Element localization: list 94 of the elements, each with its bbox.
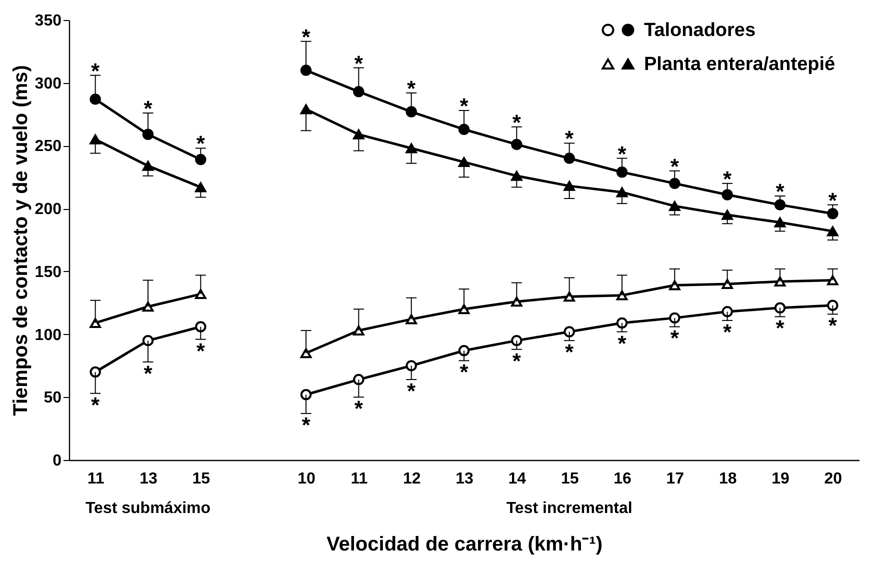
data-label: *: [302, 412, 311, 438]
point: [774, 217, 786, 228]
point: [511, 170, 522, 181]
x-tick-label: 18: [718, 470, 737, 488]
text: Test submáximo: [85, 500, 211, 517]
data-label: *: [407, 378, 416, 404]
data-label: *: [302, 24, 311, 50]
data-label: *: [828, 313, 838, 338]
point: [616, 317, 628, 329]
point: [353, 326, 364, 336]
data-label: *: [828, 188, 838, 213]
point: [722, 306, 733, 318]
point: [353, 86, 364, 98]
point: [564, 180, 575, 191]
x-tick-label: 13: [456, 470, 474, 488]
y-tick-label: 150: [34, 264, 62, 281]
point: [300, 64, 312, 76]
point: [511, 138, 522, 150]
point: [827, 275, 838, 286]
legend-label: Planta entera/antepié: [644, 54, 836, 75]
data-label: *: [460, 94, 469, 119]
point: [774, 199, 786, 210]
data-label: *: [196, 338, 206, 364]
x-axis-title: Velocidad de carrera (km·h⁻¹): [326, 534, 602, 556]
point: [406, 314, 417, 324]
y-tick-label: 50: [44, 390, 62, 407]
point: [774, 302, 786, 314]
data-label: *: [407, 76, 416, 101]
data-label: *: [565, 126, 574, 152]
point: [722, 279, 733, 289]
point: [458, 157, 470, 168]
point: [353, 129, 364, 140]
x-tick-label: 10: [298, 470, 316, 488]
y-axis-title: Tiempos de contacto y de vuelo (ms): [10, 65, 32, 416]
data-label: *: [144, 96, 153, 122]
data-label: *: [723, 319, 732, 344]
point: [300, 104, 312, 114]
point: [511, 334, 522, 346]
x-tick-label: 19: [772, 470, 790, 488]
y-tick-label: 350: [34, 12, 62, 30]
data-label: *: [460, 360, 469, 385]
data-label: *: [565, 340, 574, 365]
data-label: *: [670, 154, 680, 179]
y-tick-label: 100: [34, 326, 62, 344]
y-tick-label: 300: [34, 75, 62, 92]
legend-label: Talonadores: [644, 20, 756, 41]
point: [722, 189, 733, 200]
data-label: *: [618, 330, 627, 356]
data-label: *: [670, 326, 680, 351]
data-label: *: [196, 131, 206, 156]
x-tick-label: 14: [508, 470, 526, 488]
data-label: *: [91, 392, 100, 418]
x-tick-label: 17: [666, 470, 684, 488]
point: [616, 187, 628, 198]
point: [353, 374, 364, 386]
x-tick-label: 12: [402, 470, 421, 488]
point: [406, 360, 417, 372]
point: [564, 292, 575, 302]
point: [616, 166, 628, 178]
data-label: *: [618, 141, 627, 166]
data-label: *: [354, 396, 364, 422]
y-tick-label: 0: [52, 452, 62, 470]
point: [827, 208, 838, 220]
point: [406, 143, 417, 154]
x-tick-label: 15: [560, 470, 579, 488]
data-label: *: [723, 166, 732, 192]
data-label: *: [776, 179, 785, 204]
data-label: *: [144, 360, 153, 386]
point: [669, 280, 680, 290]
point: [564, 326, 575, 338]
point: [458, 124, 470, 135]
point: [722, 210, 733, 220]
data-label: *: [512, 348, 522, 374]
data-label: *: [776, 316, 785, 341]
text: Test incremental: [506, 500, 632, 517]
data-label: *: [91, 58, 100, 84]
point: [511, 296, 522, 307]
point: [564, 152, 575, 164]
point: [827, 300, 838, 311]
x-tick-label: 16: [614, 470, 632, 488]
x-tick-label: 15: [192, 470, 210, 488]
x-tick-label: 11: [87, 470, 104, 488]
point: [669, 312, 680, 324]
point: [669, 201, 680, 212]
x-tick-label: 20: [824, 470, 842, 488]
x-tick-label: 11: [350, 470, 368, 488]
y-tick-label: 250: [34, 138, 62, 156]
data-label: *: [354, 50, 364, 76]
x-tick-label: 13: [140, 470, 158, 488]
point: [669, 178, 680, 190]
y-tick-label: 200: [34, 201, 62, 218]
data-label: *: [512, 110, 522, 135]
point: [406, 106, 417, 118]
point: [827, 226, 838, 236]
